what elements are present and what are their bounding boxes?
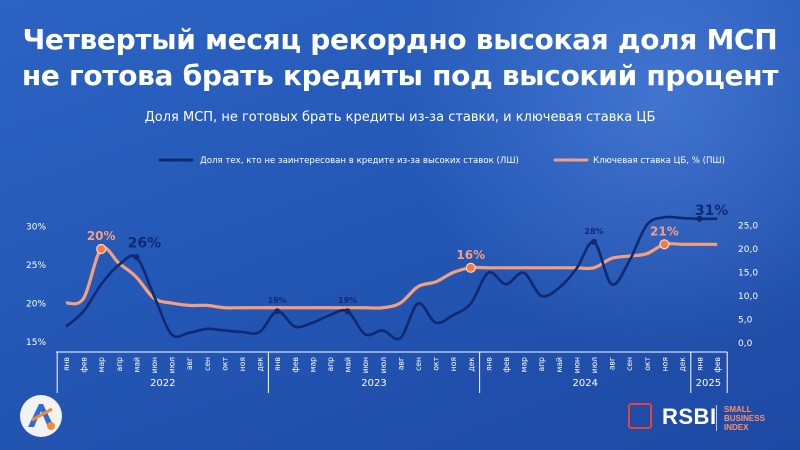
year-label: 2025: [696, 378, 721, 389]
rate-data-label: 20%: [87, 229, 116, 243]
share-data-label: 31%: [695, 203, 729, 219]
rate-point-marker: [96, 243, 107, 255]
title-line-1: Четвертый месяц рекордно высокая доля МС…: [22, 23, 778, 56]
series-line-sme-share: [65, 215, 718, 341]
y-left-tick-label: 20%: [26, 300, 46, 310]
x-tick-label: июл: [168, 357, 177, 373]
title-line-2: не готова брать кредиты под высокий проц…: [21, 59, 779, 92]
x-tick-label: сен: [414, 357, 423, 371]
share-point-marker: [133, 254, 140, 261]
share-point-marker: [696, 215, 703, 222]
x-tick-label: фев: [713, 356, 722, 372]
x-tick-label: май: [555, 357, 564, 372]
y-right-tick-label: 10,0: [738, 292, 758, 302]
x-tick-label: ноя: [660, 357, 669, 371]
x-tick-label: май: [132, 357, 141, 372]
series-line-key-rate: [65, 242, 718, 310]
x-tick-label: янв: [62, 356, 71, 371]
y-right-tick-label: 0,0: [738, 339, 753, 349]
x-tick-label: мар: [520, 357, 529, 372]
x-tick-label: май: [344, 357, 353, 372]
app-logo: [18, 393, 64, 443]
x-tick-label: сен: [625, 357, 634, 371]
rsbi-divider: [716, 405, 717, 431]
y-left-tick-label: 15%: [26, 338, 46, 348]
x-tick-label: авг: [185, 357, 194, 370]
year-label: 2023: [361, 378, 386, 389]
legend-label-share: Доля тех, кто не заинтересован в кредите…: [200, 156, 519, 166]
x-tick-label: янв: [273, 356, 282, 371]
y-right-tick-label: 5,0: [738, 316, 753, 326]
x-tick-label: янв: [696, 356, 705, 371]
chart-subtitle: Доля МСП, не готовых брать кредиты из-за…: [144, 110, 656, 125]
share-data-label: 26%: [128, 235, 162, 251]
share-data-label: 19%: [268, 296, 287, 305]
rate-data-label: 16%: [456, 248, 485, 262]
y-left-tick-label: 30%: [26, 223, 46, 233]
logo-a-icon: [20, 395, 62, 437]
rsbi-small-2: BUSINESS: [724, 414, 765, 423]
x-tick-label: апр: [326, 357, 335, 372]
x-tick-label: фев: [80, 356, 89, 372]
rate-point-marker: [659, 239, 670, 250]
x-tick-label: дек: [256, 357, 265, 372]
y-left-tick-label: 25%: [26, 261, 46, 271]
x-tick-label: сен: [203, 357, 212, 371]
x-tick-label: июл: [379, 357, 388, 373]
share-data-label: 28%: [584, 227, 603, 236]
x-tick-label: ноя: [238, 357, 247, 371]
share-point-marker: [344, 308, 351, 315]
rate-point-marker: [465, 262, 476, 273]
rate-data-label: 21%: [650, 224, 679, 238]
x-tick-label: дек: [467, 357, 476, 372]
x-tick-label: янв: [484, 356, 493, 371]
y-right-tick-label: 25,0: [738, 222, 758, 232]
x-tick-label: мар: [308, 357, 317, 372]
x-tick-label: ноя: [449, 357, 458, 371]
x-tick-label: апр: [115, 357, 124, 372]
share-point-marker: [591, 238, 597, 245]
rsbi-logo: RSBI SMALL BUSINESS INDEX: [628, 401, 778, 437]
x-tick-label: мар: [97, 357, 106, 372]
x-tick-label: июн: [150, 357, 159, 373]
x-tick-label: июн: [361, 357, 370, 373]
x-tick-label: фев: [291, 356, 300, 372]
x-tick-label: июл: [590, 357, 599, 373]
rsbi-wordmark: RSBI: [662, 404, 717, 429]
x-tick-label: авг: [396, 357, 405, 370]
rsbi-small-1: SMALL: [724, 405, 752, 414]
x-tick-label: авг: [608, 357, 617, 370]
x-tick-label: окт: [220, 356, 229, 370]
x-tick-label: окт: [432, 356, 441, 370]
x-tick-label: фев: [502, 356, 511, 372]
x-tick-label: окт: [643, 356, 652, 370]
x-tick-label: июн: [572, 357, 581, 373]
y-right-tick-label: 20,0: [738, 245, 758, 255]
year-label: 2024: [572, 378, 597, 389]
share-data-label: 19%: [338, 296, 357, 305]
rsbi-mark-icon: [628, 403, 652, 429]
share-point-marker: [274, 308, 281, 315]
year-label: 2022: [150, 378, 175, 389]
y-right-tick-label: 15,0: [738, 269, 758, 279]
rsbi-small-3: INDEX: [724, 423, 749, 432]
x-tick-label: дек: [678, 357, 687, 372]
x-tick-label: апр: [537, 357, 546, 372]
legend-label-rate: Ключевая ставка ЦБ, % (ПШ): [593, 156, 725, 166]
